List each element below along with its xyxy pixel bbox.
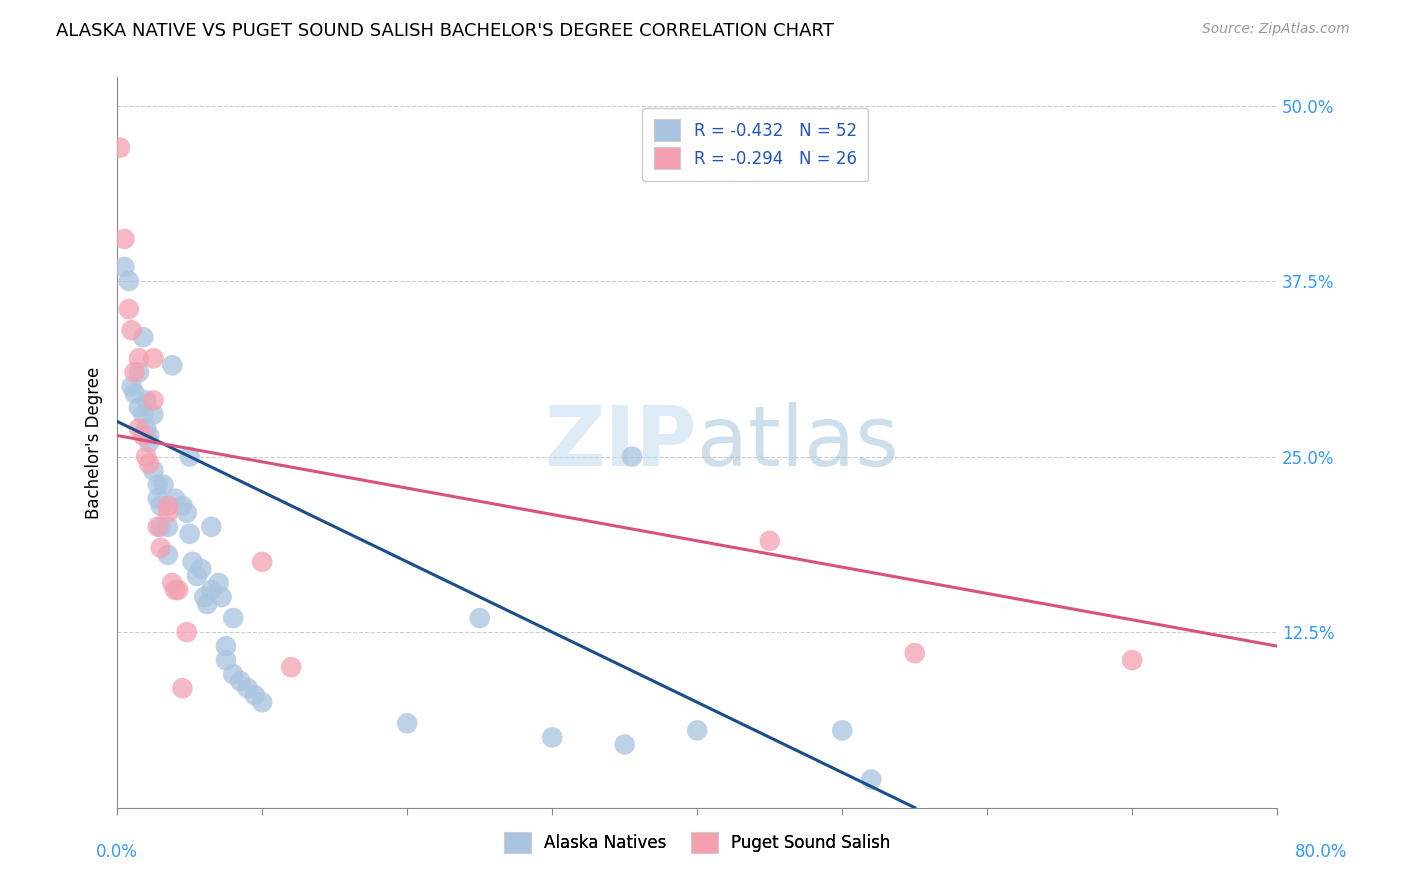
Point: [118, 302, 141, 317]
Point: [121, 323, 143, 337]
Point: [132, 428, 155, 442]
Point: [280, 660, 302, 674]
Point: [758, 533, 780, 548]
Point: [121, 379, 143, 393]
Point: [186, 569, 208, 583]
Text: Source: ZipAtlas.com: Source: ZipAtlas.com: [1202, 22, 1350, 37]
Point: [162, 359, 184, 373]
Point: [620, 450, 643, 464]
Point: [138, 428, 160, 442]
Point: [165, 582, 187, 597]
Point: [195, 597, 218, 611]
Text: ALASKA NATIVE VS PUGET SOUND SALISH BACHELOR'S DEGREE CORRELATION CHART: ALASKA NATIVE VS PUGET SOUND SALISH BACH…: [56, 22, 834, 40]
Point: [222, 611, 245, 625]
Point: [200, 582, 222, 597]
Point: [132, 408, 155, 422]
Point: [149, 541, 172, 555]
Point: [208, 576, 231, 591]
Point: [138, 435, 160, 450]
Point: [135, 450, 157, 464]
Point: [468, 611, 491, 625]
Point: [132, 330, 155, 344]
Text: 0.0%: 0.0%: [96, 843, 138, 861]
Point: [176, 506, 198, 520]
Point: [114, 260, 136, 274]
Point: [172, 499, 194, 513]
Point: [156, 499, 179, 513]
Legend: Alaska Natives, Puget Sound Salish: Alaska Natives, Puget Sound Salish: [492, 821, 903, 865]
Point: [396, 716, 419, 731]
Point: [162, 576, 184, 591]
Point: [146, 520, 169, 534]
Point: [165, 491, 187, 506]
Point: [142, 393, 165, 408]
Point: [135, 393, 157, 408]
Point: [142, 464, 165, 478]
Point: [200, 520, 222, 534]
Point: [250, 555, 273, 569]
Point: [156, 506, 179, 520]
Point: [181, 555, 204, 569]
Point: [149, 499, 172, 513]
Point: [138, 457, 160, 471]
Point: [135, 421, 157, 435]
Point: [193, 590, 215, 604]
Text: 80.0%: 80.0%: [1295, 843, 1347, 861]
Point: [142, 408, 165, 422]
Point: [190, 562, 212, 576]
Point: [108, 141, 131, 155]
Point: [179, 450, 201, 464]
Point: [613, 738, 636, 752]
Point: [146, 477, 169, 491]
Point: [167, 582, 190, 597]
Point: [243, 688, 266, 702]
Point: [156, 548, 179, 562]
Point: [860, 772, 883, 787]
Point: [541, 731, 564, 745]
Point: [229, 674, 252, 689]
Point: [1121, 653, 1143, 667]
Point: [222, 667, 245, 681]
Point: [128, 421, 150, 435]
Point: [128, 365, 150, 379]
Point: [211, 590, 233, 604]
Point: [904, 646, 927, 660]
Point: [179, 526, 201, 541]
Point: [146, 491, 169, 506]
Point: [250, 695, 273, 709]
Point: [686, 723, 709, 738]
Point: [118, 274, 141, 288]
Point: [172, 681, 194, 696]
Point: [215, 639, 238, 653]
Point: [152, 477, 174, 491]
Point: [215, 653, 238, 667]
Point: [124, 365, 146, 379]
Point: [831, 723, 853, 738]
Point: [149, 520, 172, 534]
Point: [156, 520, 179, 534]
Point: [128, 351, 150, 366]
Point: [236, 681, 259, 696]
Point: [142, 351, 165, 366]
Y-axis label: Bachelor's Degree: Bachelor's Degree: [86, 367, 103, 518]
Point: [114, 232, 136, 246]
Point: [128, 401, 150, 415]
Text: ZIP: ZIP: [544, 402, 697, 483]
Point: [124, 386, 146, 401]
Point: [176, 625, 198, 640]
Text: atlas: atlas: [697, 402, 898, 483]
